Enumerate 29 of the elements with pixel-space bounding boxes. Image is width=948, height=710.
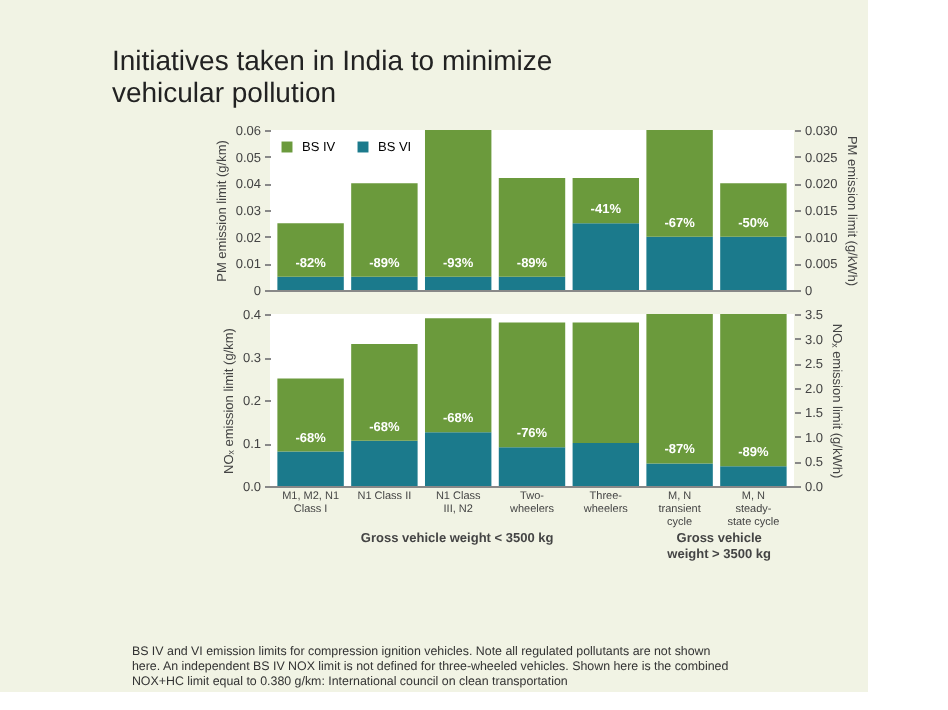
bar (498, 178, 566, 277)
bar (498, 322, 566, 448)
bar (720, 466, 787, 486)
bar (720, 183, 787, 237)
bar (351, 344, 418, 441)
bar (351, 440, 418, 486)
bar (277, 378, 344, 452)
bar (720, 236, 787, 290)
bar (498, 276, 566, 290)
bar (646, 236, 713, 290)
bar (572, 322, 640, 443)
bar (572, 178, 640, 224)
bar (424, 318, 492, 433)
bar (424, 432, 492, 486)
bar (646, 314, 713, 464)
bar (424, 130, 492, 277)
chart-title: Initiatives taken in India to minimize vehicular pollution (111, 44, 553, 108)
bar (277, 276, 344, 290)
bar (572, 443, 640, 486)
bar (646, 463, 713, 486)
bar (572, 223, 640, 290)
bar (277, 223, 344, 277)
bar (720, 314, 787, 467)
bar (646, 130, 713, 237)
bar (277, 451, 344, 486)
bar (498, 447, 566, 486)
bar (424, 276, 492, 290)
bar (351, 276, 418, 290)
bar (351, 183, 418, 277)
